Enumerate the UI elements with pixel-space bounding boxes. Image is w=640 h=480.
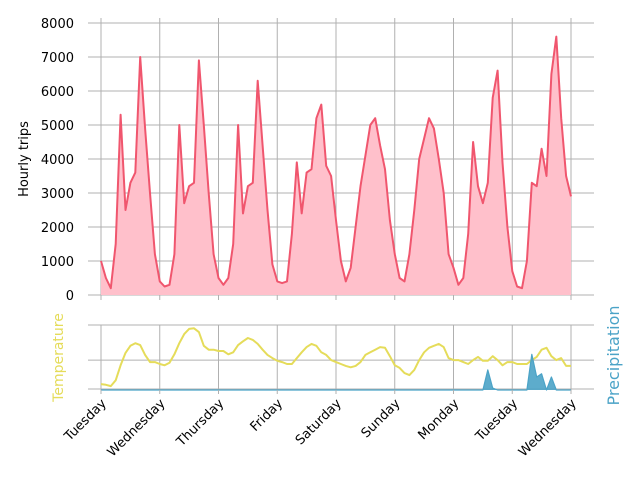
y-tick-label: 5000 [41,119,74,134]
x-tick-label: Sunday [359,396,404,441]
y-tick-label: 2000 [41,221,74,236]
x-tick-label: Monday [415,396,462,443]
y2-axis-label: Precipitation [604,305,623,405]
y-tick-label: 8000 [41,17,74,32]
y-tick-label: 4000 [41,153,74,168]
y-tick-label: 7000 [41,51,74,66]
x-tick-label: Friday [248,396,287,435]
x-tick-label: Tuesday [472,396,521,445]
x-tick-label: Saturday [293,396,345,448]
series-line [100,35,572,290]
y-tick-label: 1000 [41,255,74,270]
x-tick-label: Wednesday [516,396,580,460]
y-axis-label: Temperature [51,313,67,403]
y-tick-label: 3000 [41,187,74,202]
series-line [100,327,571,388]
x-tick-label: Thursday [173,396,227,450]
y-axis-label: Hourly trips [17,121,32,197]
x-tick-label: Tuesday [61,396,110,445]
y-tick-label: 0 [66,289,74,304]
x-tick-label: Wednesday [105,396,169,460]
y-tick-label: 6000 [41,85,74,100]
